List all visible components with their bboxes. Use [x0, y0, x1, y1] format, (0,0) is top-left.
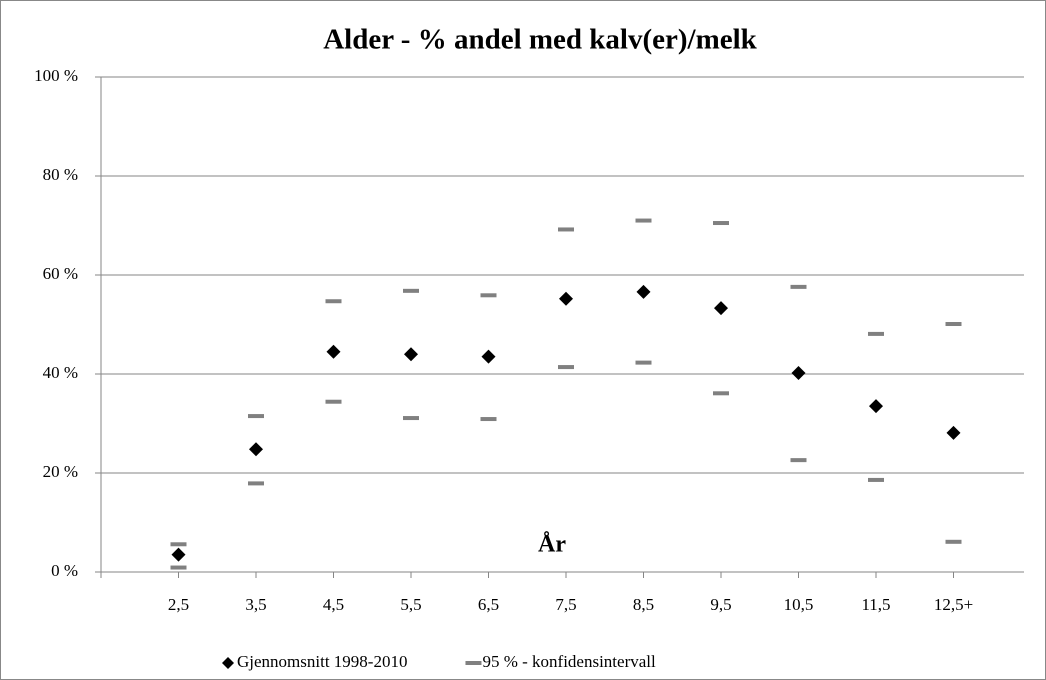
point [171, 547, 186, 562]
y-tick-label: 100 % [34, 66, 78, 85]
y-tick-label: 20 % [43, 462, 78, 481]
x-tick-label: 7,5 [555, 595, 576, 614]
ci-mark [403, 288, 419, 293]
ci-mark [790, 458, 807, 463]
point [404, 347, 418, 362]
ci-mark [170, 542, 187, 547]
x-tick-label: 6,5 [478, 595, 499, 614]
chart-title: Alder - % andel med kalv(er)/melk [323, 24, 757, 56]
y-tick-label: 60 % [43, 264, 78, 283]
x-tick-label: 12,5+ [934, 595, 973, 614]
ci-mark [480, 293, 497, 298]
point [946, 425, 961, 440]
ci-mark [248, 414, 264, 419]
ci-mark [790, 284, 807, 289]
ci-mark [635, 218, 652, 223]
point [481, 349, 496, 364]
x-tick-label: 8,5 [633, 595, 654, 614]
ci-mark [325, 299, 342, 304]
legend-label: 95 % - konfidensintervall [482, 652, 656, 671]
ci-mark [945, 322, 962, 327]
y-tick-label: 40 % [43, 363, 78, 382]
ci-mark [480, 417, 497, 422]
x-tick-label: 11,5 [861, 595, 890, 614]
x-tick-label: 3,5 [245, 595, 266, 614]
annotation: År [538, 532, 566, 558]
ci-mark [635, 360, 652, 365]
legend-label: Gjennomsnitt 1998-2010 [237, 652, 407, 671]
ci-mark [868, 477, 884, 482]
y-tick-label: 80 % [43, 165, 78, 184]
x-tick-label: 4,5 [323, 595, 344, 614]
legend-swatch [222, 657, 234, 669]
ci-mark [325, 399, 342, 404]
ci-mark [713, 221, 729, 226]
x-tick-label: 10,5 [784, 595, 814, 614]
legend-swatch [465, 661, 482, 665]
ci-mark [558, 365, 574, 370]
x-tick-label: 9,5 [710, 595, 731, 614]
x-tick-label: 5,5 [400, 595, 421, 614]
y-tick-label: 0 % [51, 561, 78, 580]
ci-mark [713, 391, 729, 396]
point [559, 291, 573, 306]
ci-mark [248, 481, 264, 486]
point [869, 399, 883, 414]
ci-mark [403, 416, 419, 421]
point [326, 344, 341, 359]
ci-mark [558, 227, 574, 232]
x-tick-label: 2,5 [168, 595, 189, 614]
point [249, 442, 263, 457]
point [791, 366, 806, 381]
point [636, 284, 651, 299]
ci-mark [868, 331, 884, 336]
ci-mark [170, 565, 187, 570]
ci-mark [945, 539, 962, 544]
point [714, 301, 728, 316]
